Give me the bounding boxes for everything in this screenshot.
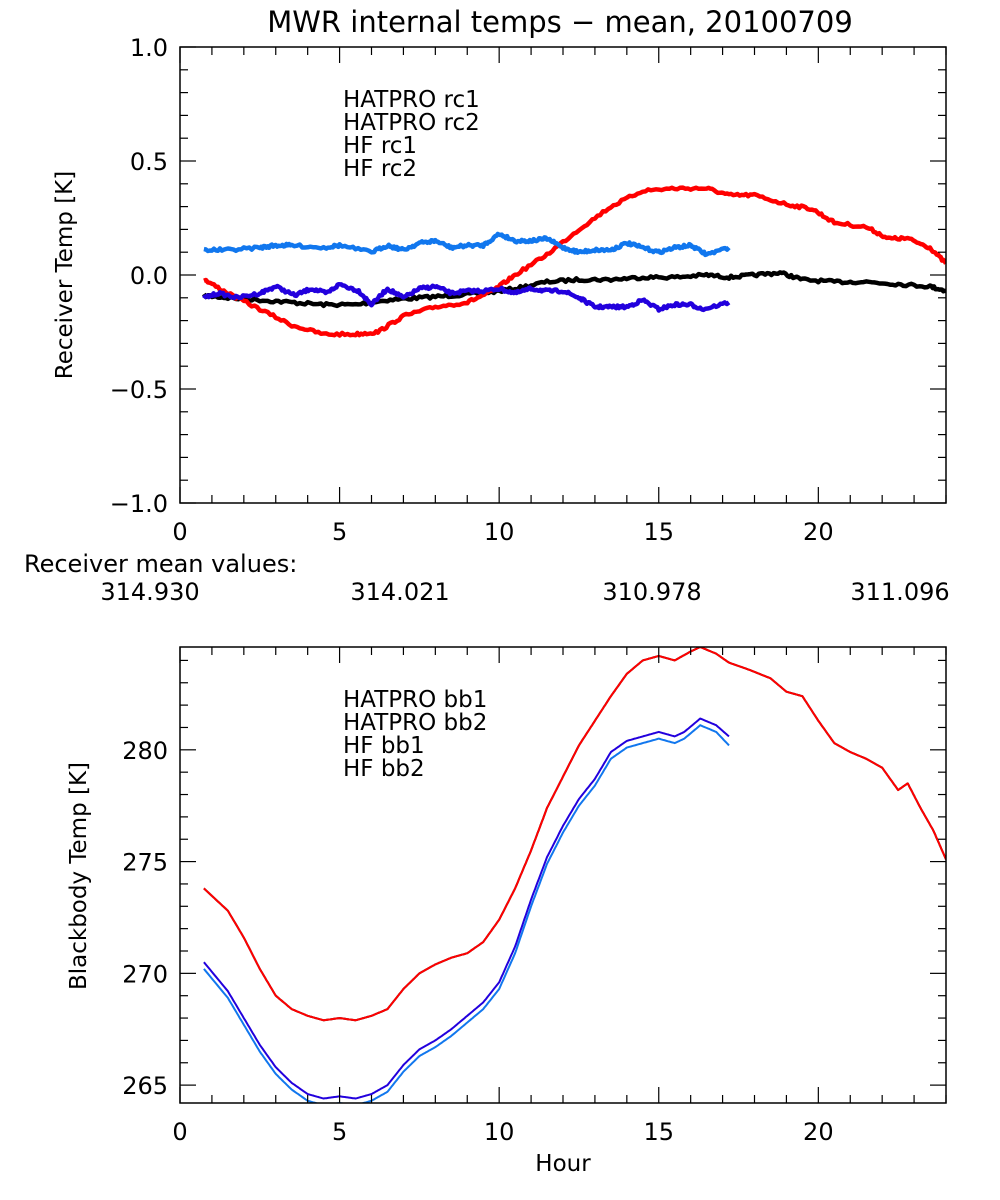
legend-entry: HF rc2 xyxy=(343,156,417,182)
blackbody-series-hatpro-bb1 xyxy=(203,647,946,1022)
chart-title: MWR internal temps − mean, 20100709 xyxy=(267,5,853,39)
x-tick-label: 10 xyxy=(484,1118,515,1146)
x-tick-label: 20 xyxy=(803,518,834,546)
y-tick-label: 280 xyxy=(122,737,168,765)
receiver-mean-value: 311.096 xyxy=(850,578,949,606)
x-tick-label: 0 xyxy=(172,1118,187,1146)
x-tick-label: 5 xyxy=(332,1118,347,1146)
blackbody-series-hf-bb2 xyxy=(203,724,730,1103)
legend-entry: HF rc1 xyxy=(343,133,417,159)
y-tick-label: −0.5 xyxy=(110,376,168,404)
y-tick-label: 270 xyxy=(122,960,168,988)
receiver-series-hatpro-rc1 xyxy=(202,270,946,309)
blackbody-y-axis-label: Blackbody Temp [K] xyxy=(66,762,92,990)
receiver-series-hf-rc2 xyxy=(203,231,731,258)
legend-entry: HATPRO bb1 xyxy=(343,687,487,713)
legend-entry: HATPRO rc1 xyxy=(343,87,480,113)
receiver-mean-value: 310.978 xyxy=(602,578,701,606)
x-tick-label: 5 xyxy=(332,518,347,546)
y-tick-label: 275 xyxy=(122,849,168,877)
legend-entry: HATPRO bb2 xyxy=(343,710,487,736)
receiver-temp-panel: 0 5 10 15 20 −1.0 −0.5 0.0 0.5 1.0 Receiver Temp … xyxy=(52,34,947,546)
y-tick-label: 1.0 xyxy=(130,34,168,62)
receiver-mean-label: Receiver mean values: xyxy=(24,550,297,578)
legend-entry: HF bb1 xyxy=(343,733,425,759)
x-tick-label: 15 xyxy=(643,518,674,546)
receiver-plot-frame xyxy=(179,46,947,504)
y-tick-label: 265 xyxy=(122,1072,168,1100)
receiver-mean-value: 314.930 xyxy=(100,578,199,606)
receiver-series-hf-rc1 xyxy=(202,281,731,313)
x-tick-label: 0 xyxy=(172,518,187,546)
blackbody-series-hf-bb1 xyxy=(203,717,730,1100)
legend-entry: HATPRO rc2 xyxy=(343,110,480,136)
x-tick-label: 15 xyxy=(643,1118,674,1146)
x-tick-label: 20 xyxy=(803,1118,834,1146)
receiver-series-group xyxy=(202,185,946,338)
receiver-series-hatpro-rc2 xyxy=(203,185,946,338)
x-axis-label: Hour xyxy=(535,1151,591,1177)
y-tick-label: 0.0 xyxy=(130,262,168,290)
receiver-mean-values: 314.930 314.021 310.978 311.096 xyxy=(100,578,949,606)
blackbody-series-hatpro-bb2 xyxy=(203,647,946,1022)
receiver-mean-value: 314.021 xyxy=(350,578,449,606)
receiver-axis-ticks: 0 5 10 15 20 −1.0 −0.5 0.0 0.5 1.0 xyxy=(110,34,947,546)
y-tick-label: −1.0 xyxy=(110,490,168,518)
blackbody-plot-frame xyxy=(179,646,947,1104)
x-tick-label: 10 xyxy=(484,518,515,546)
receiver-y-axis-label: Receiver Temp [K] xyxy=(52,171,78,379)
legend-entry: HF bb2 xyxy=(343,756,425,782)
blackbody-axis-ticks: 0 5 10 15 20 265 270 275 280 xyxy=(122,647,947,1146)
y-tick-label: 0.5 xyxy=(130,148,168,176)
blackbody-series-group xyxy=(203,647,946,1103)
